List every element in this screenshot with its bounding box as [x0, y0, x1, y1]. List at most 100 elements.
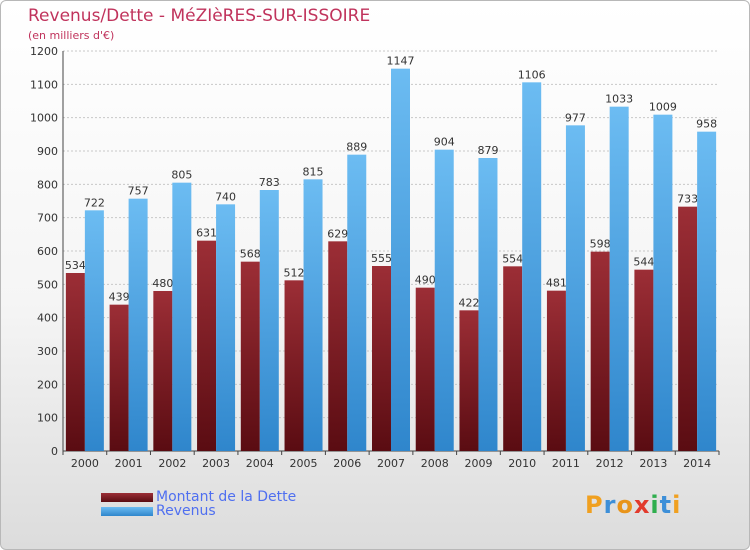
data-label-debt: 598 [590, 238, 611, 251]
y-tick-label: 400 [37, 312, 58, 325]
data-label-debt: 631 [196, 227, 217, 240]
logo-letter: o [616, 491, 634, 519]
bar-debt [678, 206, 698, 451]
y-tick-label: 600 [37, 245, 58, 258]
bar-revenue [522, 82, 542, 451]
logo-letter: i [672, 491, 682, 519]
x-tick-label: 2005 [290, 457, 318, 470]
bar-revenue [84, 210, 104, 451]
bar-revenue [128, 198, 148, 451]
x-tick-label: 2014 [683, 457, 711, 470]
bar-debt [153, 291, 173, 451]
bar-revenue [478, 158, 498, 451]
logo-letter: i [650, 491, 660, 519]
x-tick-label: 2002 [158, 457, 186, 470]
data-label-revenue: 904 [434, 136, 455, 149]
bar-revenue [434, 149, 454, 451]
data-label-revenue: 722 [84, 196, 105, 209]
y-tick-label: 300 [37, 345, 58, 358]
data-label-debt: 512 [284, 266, 305, 279]
data-label-debt: 568 [240, 248, 261, 261]
x-tick-label: 2003 [202, 457, 230, 470]
bar-debt [197, 240, 217, 451]
bar-debt [372, 266, 391, 451]
y-tick-label: 200 [37, 378, 58, 391]
data-label-revenue: 805 [171, 169, 192, 182]
bar-debt [459, 310, 479, 451]
x-tick-label: 2007 [377, 457, 405, 470]
y-tick-label: 900 [37, 145, 58, 158]
data-label-revenue: 1147 [387, 55, 415, 68]
data-label-revenue: 1106 [518, 68, 546, 81]
data-label-debt: 629 [327, 227, 348, 240]
bar-debt [546, 290, 566, 451]
logo-letter: x [633, 491, 651, 519]
legend-label-debt: Montant de la Dette [156, 489, 297, 505]
x-tick-label: 2011 [552, 457, 580, 470]
bar-debt [284, 280, 304, 451]
bar-revenue [347, 154, 367, 451]
logo-letter: r [603, 491, 617, 519]
data-label-debt: 481 [546, 277, 567, 290]
y-tick-label: 100 [37, 412, 58, 425]
data-label-revenue: 1033 [605, 93, 633, 106]
x-tick-label: 2006 [333, 457, 361, 470]
bar-debt [503, 266, 523, 451]
y-tick-label: 1100 [30, 78, 58, 91]
legend-label-revenue: Revenus [156, 503, 216, 519]
data-label-debt: 490 [415, 274, 436, 287]
x-tick-label: 2009 [464, 457, 492, 470]
bar-revenue [609, 106, 629, 452]
bar-debt [634, 269, 654, 451]
data-label-revenue: 815 [303, 165, 324, 178]
y-tick-label: 1000 [30, 112, 58, 125]
y-tick-label: 1200 [30, 45, 58, 58]
y-tick-label: 0 [51, 445, 58, 458]
x-tick-label: 2008 [421, 457, 449, 470]
data-label-revenue: 757 [128, 185, 149, 198]
data-label-debt: 544 [633, 256, 654, 269]
data-label-revenue: 1009 [649, 101, 677, 114]
y-tick-label: 500 [37, 278, 58, 291]
bar-revenue [653, 114, 673, 452]
bar-revenue [697, 131, 717, 451]
y-tick-label: 700 [37, 212, 58, 225]
data-label-debt: 733 [677, 193, 698, 206]
data-label-revenue: 879 [477, 144, 498, 157]
x-tick-label: 2000 [71, 457, 99, 470]
chart-title: Revenus/Dette - MéZIèRES-SUR-ISSOIRE [28, 6, 371, 26]
bar-revenue [303, 179, 323, 452]
proxiti-logo: Proxiti [585, 491, 681, 519]
bar-debt [109, 304, 129, 451]
data-label-debt: 439 [109, 291, 130, 304]
x-tick-label: 2010 [508, 457, 536, 470]
data-label-debt: 534 [65, 259, 86, 272]
legend-swatch-debt [101, 493, 153, 502]
bar-debt [328, 241, 348, 451]
data-label-debt: 480 [152, 277, 173, 290]
bar-debt [65, 273, 85, 451]
data-label-debt: 554 [502, 252, 523, 265]
bar-debt [415, 287, 435, 451]
chart-subtitle: (en milliers d'€) [28, 29, 115, 42]
data-label-revenue: 783 [259, 176, 280, 189]
data-label-revenue: 958 [696, 118, 717, 131]
bar-revenue [216, 204, 236, 451]
logo-letter: P [585, 491, 604, 519]
bar-revenue [259, 190, 279, 451]
data-label-revenue: 977 [565, 111, 586, 124]
bar-debt [590, 251, 610, 451]
x-tick-label: 2004 [246, 457, 274, 470]
data-label-revenue: 889 [346, 141, 367, 154]
logo-letter: t [659, 491, 673, 519]
data-label-debt: 422 [458, 296, 479, 309]
bar-revenue [391, 68, 410, 452]
y-tick-label: 800 [37, 178, 58, 191]
x-tick-label: 2001 [115, 457, 143, 470]
legend-swatch-revenue [101, 507, 153, 516]
bar-revenue [565, 125, 585, 451]
bar-revenue [172, 182, 192, 451]
bar-debt [240, 261, 260, 451]
